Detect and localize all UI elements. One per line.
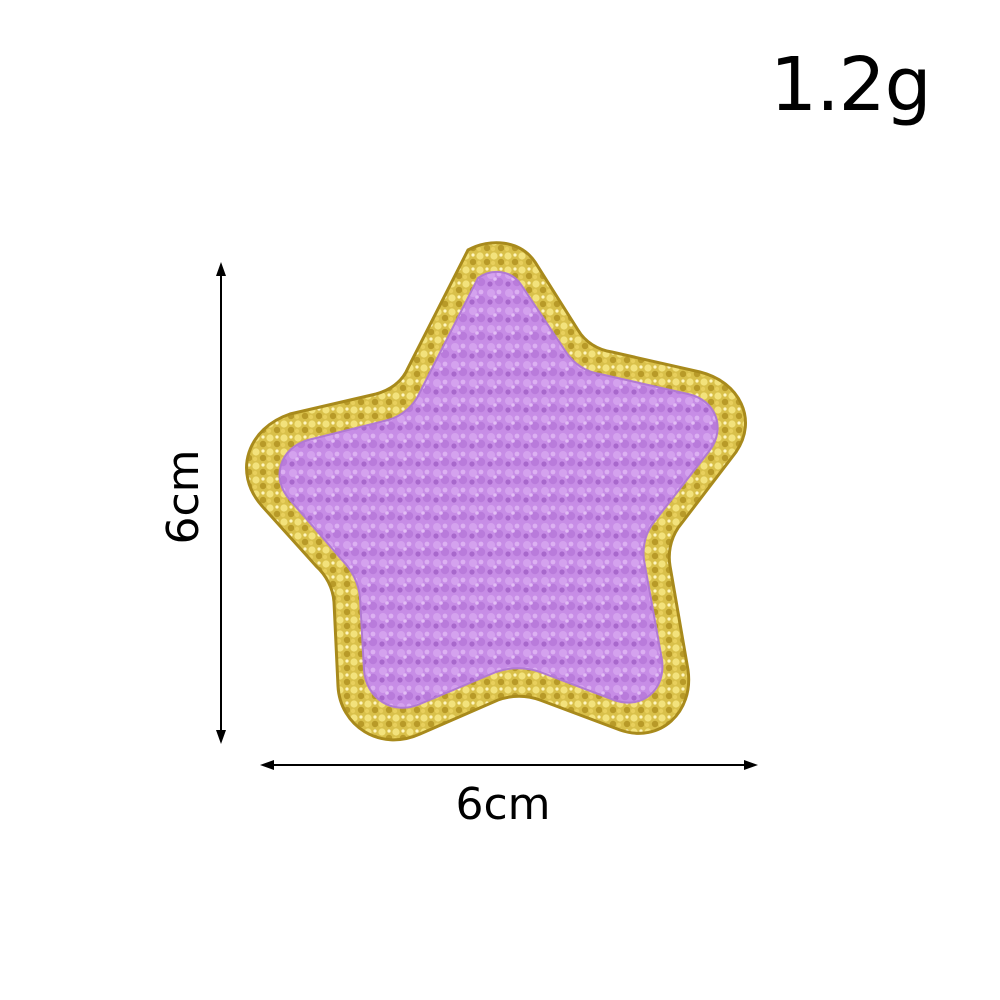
arrow-down-icon <box>216 730 226 744</box>
star-chenille-fill <box>278 270 719 709</box>
width-dimension-label: 6cm <box>455 779 551 830</box>
height-dimension-label: 6cm <box>158 449 209 545</box>
arrow-right-icon <box>744 760 758 770</box>
height-dimension-line <box>216 262 226 744</box>
weight-label: 1.2g <box>770 42 932 128</box>
width-dimension-line <box>260 760 758 770</box>
arrow-up-icon <box>216 262 226 276</box>
arrow-left-icon <box>260 760 274 770</box>
